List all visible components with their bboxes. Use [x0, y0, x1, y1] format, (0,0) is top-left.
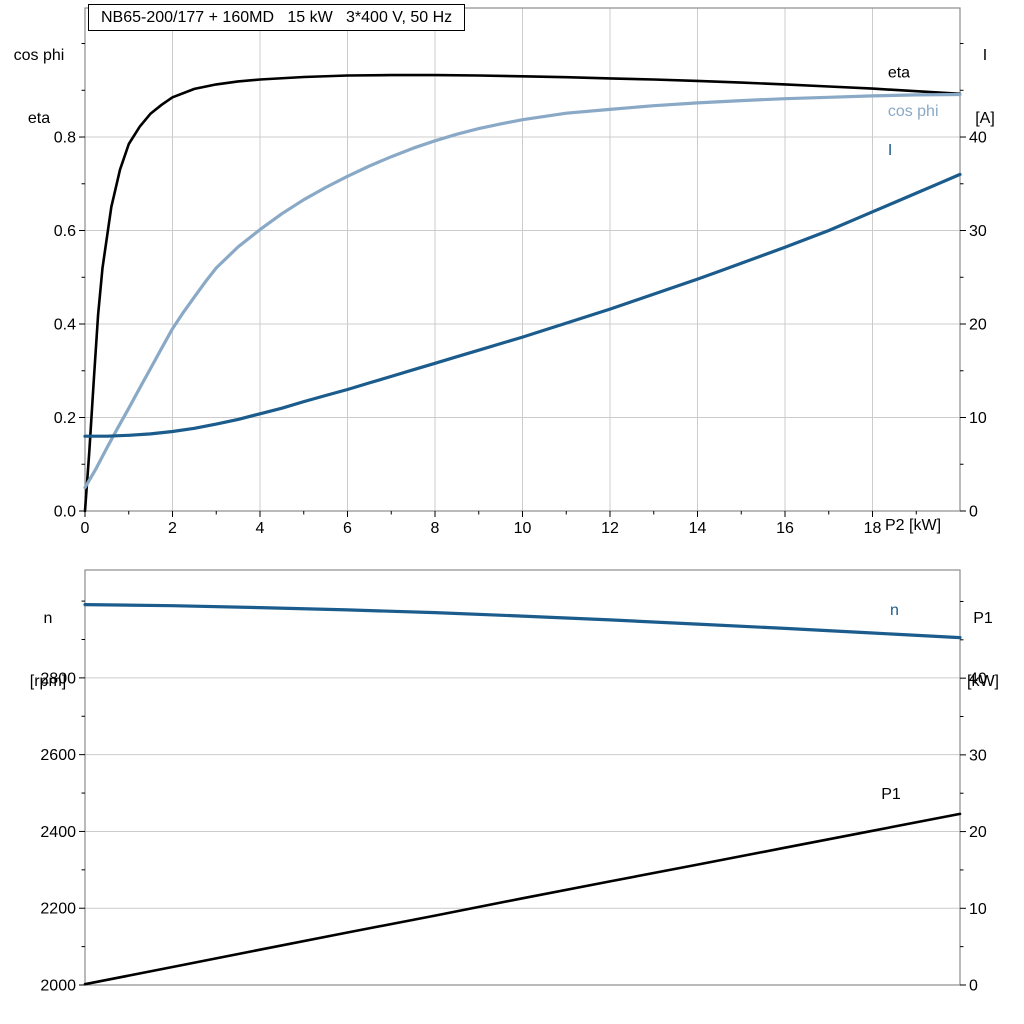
chart-upper: 0 2 4 6 8 10 12 14 16 18 0.0 0.2 0.4 0.6 0.8 0 10 20 30 40 e… [54, 7, 987, 537]
x-tick-label: 2 [168, 520, 177, 537]
left-tick-label: 2600 [40, 747, 76, 764]
upper-right-axis-title: I [A] [950, 3, 1020, 150]
series-cos-phi-label: cos phi [888, 103, 939, 120]
right-tick-label: 20 [969, 824, 987, 841]
right-tick-label: 0 [969, 504, 978, 521]
right-tick-label: 10 [969, 901, 987, 918]
right-tick-label: 30 [969, 223, 987, 240]
left-tick-label: 0.0 [54, 504, 76, 521]
upper-left-axis-title: cos phi eta [2, 3, 76, 150]
left-tick-label: 2000 [40, 978, 76, 995]
chart-lower: 2000 2200 2400 2600 2800 0 10 20 30 40 n P1 [40, 569, 987, 995]
x-tick-label: 8 [431, 520, 440, 537]
upper-left-axis-title-line2: eta [27, 110, 51, 127]
right-tick-label: 20 [969, 317, 987, 334]
series-P1-label: P1 [881, 786, 901, 803]
left-tick-label: 2400 [40, 824, 76, 841]
series-eta-label: eta [888, 65, 910, 82]
x-tick-label: 4 [256, 520, 265, 537]
series-n-curve [83, 603, 962, 640]
upper-left-axis-title-line1: cos phi [13, 47, 65, 64]
lower-right-axis-title-line2: [kW] [967, 673, 999, 690]
left-tick-label: 0.2 [54, 410, 76, 427]
upper-right-axis-title-line2: [A] [975, 110, 995, 127]
x-tick-label: 12 [601, 520, 619, 537]
right-tick-label: 40 [969, 130, 987, 147]
right-tick-label: 10 [969, 410, 987, 427]
chart-title: NB65-200/177 + 160MD 15 kW 3*400 V, 50 H… [88, 4, 466, 31]
series-I-curve [83, 172, 962, 438]
x-tick-label: 0 [81, 520, 90, 537]
upper-right-axis-title-line1: I [982, 47, 988, 64]
x-tick-label: 6 [343, 520, 352, 537]
x-tick-label: 16 [776, 520, 794, 537]
lower-right-axis-title: P1 [kW] [948, 566, 1018, 713]
right-tick-label: 40 [969, 671, 987, 688]
x-tick-label: 10 [514, 520, 532, 537]
left-tick-label: 0.6 [54, 223, 76, 240]
series-P1-curve [83, 812, 962, 986]
left-tick-label: 2800 [40, 670, 76, 687]
series-eta-curve [83, 73, 962, 513]
x-axis-label: P2 [kW] [885, 517, 942, 534]
series-n-label: n [890, 602, 899, 619]
right-tick-label: 30 [969, 747, 987, 764]
x-tick-label: 18 [864, 520, 882, 537]
lower-left-axis-title-line1: n [43, 610, 53, 627]
series-I-label: I [888, 142, 892, 159]
lower-right-axis-title-line1: P1 [973, 610, 993, 627]
lower-left-axis-title-line2: [rpm] [29, 673, 67, 690]
lower-left-axis-title: n [rpm] [14, 566, 82, 713]
left-tick-label: 2200 [40, 901, 76, 918]
left-tick-label: 0.8 [54, 130, 76, 147]
x-tick-label: 14 [689, 520, 707, 537]
right-tick-label: 0 [969, 978, 978, 995]
series-cos-phi-curve [83, 92, 962, 490]
left-tick-label: 0.4 [54, 317, 76, 334]
plot-frame [84, 569, 961, 986]
